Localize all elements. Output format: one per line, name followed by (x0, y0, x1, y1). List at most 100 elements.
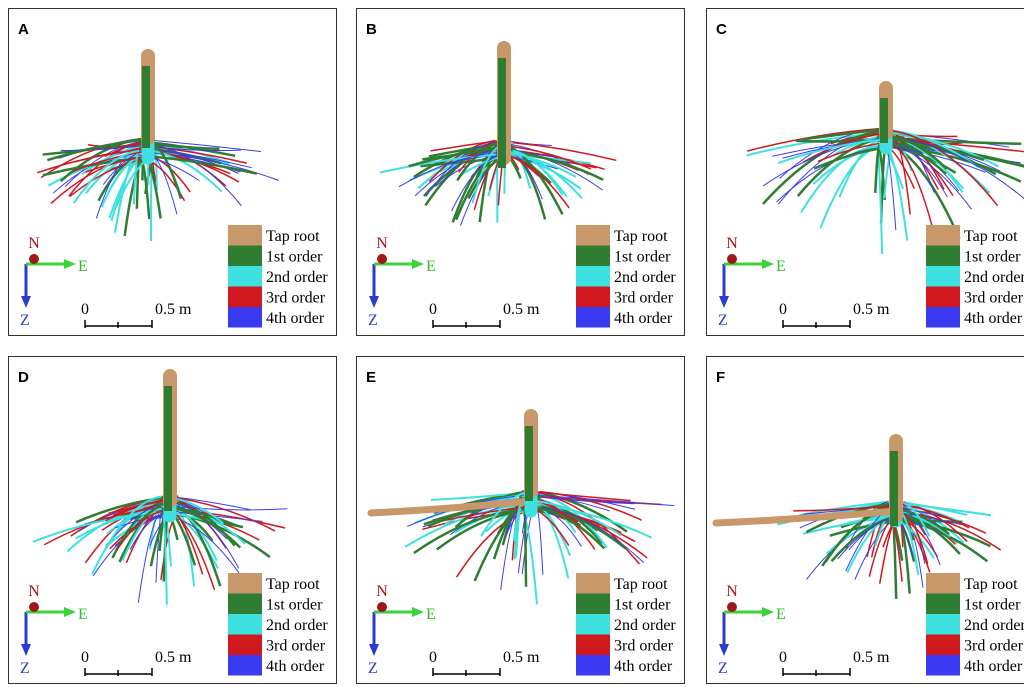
legend-label: Tap root (614, 576, 668, 593)
panel-label: D (18, 369, 29, 386)
scale-end: 0.5 m (155, 301, 192, 318)
legend-label: 2nd order (964, 269, 1024, 286)
legend-swatch (228, 225, 262, 246)
legend-label: 4th order (266, 658, 325, 675)
panel: BNEZ00.5 mTap root1st order2nd order3rd … (357, 9, 685, 336)
legend-swatch (228, 614, 262, 635)
legend-swatch (576, 225, 610, 246)
panel-frame (357, 357, 685, 684)
scale-start: 0 (429, 649, 437, 666)
legend-label: 4th order (964, 310, 1023, 327)
panel-frame (707, 9, 1024, 336)
legend-label: Tap root (266, 576, 320, 593)
compass-east: E (78, 606, 88, 623)
scale-end: 0.5 m (155, 649, 192, 666)
legend-swatch (926, 635, 960, 656)
legend-label: 3rd order (266, 290, 326, 307)
panel-label: A (18, 21, 29, 38)
legend-label: 4th order (964, 658, 1023, 675)
legend-swatch (228, 246, 262, 267)
axis-n (727, 602, 737, 612)
legend-swatch (228, 307, 262, 328)
legend-swatch (576, 287, 610, 308)
compass-down: Z (718, 660, 728, 677)
legend-label: 2nd order (964, 617, 1024, 634)
compass-east: E (776, 606, 786, 623)
legend-label: 2nd order (266, 269, 328, 286)
legend-swatch (926, 655, 960, 676)
axis-n (29, 602, 39, 612)
axis-n (29, 254, 39, 264)
scale-end: 0.5 m (853, 301, 890, 318)
legend-label: 3rd order (964, 638, 1024, 655)
legend-swatch (576, 635, 610, 656)
compass-east: E (776, 258, 786, 275)
scale-end: 0.5 m (503, 301, 540, 318)
page: A N E Z 0 0.5 m Tap root 1st order 2nd order 3rd … (0, 0, 1024, 687)
legend-label: 3rd order (614, 638, 674, 655)
legend-swatch (576, 307, 610, 328)
compass-north: N (28, 235, 40, 252)
legend-label: 1st order (266, 249, 323, 266)
compass-down: Z (368, 312, 378, 329)
legend-label: 4th order (614, 658, 673, 675)
legend-swatch (228, 594, 262, 615)
legend-label: 1st order (964, 597, 1021, 614)
legend-swatch (576, 655, 610, 676)
legend-swatch (926, 225, 960, 246)
panel: E N E Z 0 0.5 m Tap root 1st order 2nd order 3rd … (357, 357, 685, 684)
legend-label: 3rd order (614, 290, 674, 307)
scale-start: 0 (81, 649, 89, 666)
panel-label: C (716, 21, 727, 38)
legend-swatch (228, 655, 262, 676)
legend-label: Tap root (964, 576, 1018, 593)
legend-label: 3rd order (266, 638, 326, 655)
legend-label: 1st order (614, 597, 671, 614)
legend-label: Tap root (266, 228, 320, 245)
legend-label: 4th order (266, 310, 325, 327)
compass-north: N (28, 583, 40, 600)
legend-swatch (576, 614, 610, 635)
legend-label: 2nd order (614, 617, 676, 634)
legend-swatch (228, 266, 262, 287)
legend-swatch (926, 266, 960, 287)
legend-swatch (926, 573, 960, 594)
legend-swatch (228, 573, 262, 594)
compass-north: N (726, 583, 738, 600)
legend-swatch (926, 307, 960, 328)
compass-east: E (426, 606, 436, 623)
legend-label: 3rd order (964, 290, 1024, 307)
legend-label: 2nd order (266, 617, 328, 634)
legend-swatch (926, 246, 960, 267)
compass-north: N (726, 235, 738, 252)
compass-down: Z (368, 660, 378, 677)
legend-label: 1st order (266, 597, 323, 614)
legend-swatch (576, 246, 610, 267)
compass-north: N (376, 235, 388, 252)
legend-swatch (228, 287, 262, 308)
legend-label: 1st order (614, 249, 671, 266)
scale-start: 0 (429, 301, 437, 318)
panel-label: B (366, 21, 377, 38)
panel-label: F (716, 369, 725, 386)
panel: ANEZ00.5 mTap root1st order2nd order3rd … (9, 9, 337, 336)
compass-north: N (376, 583, 388, 600)
axis-n (727, 254, 737, 264)
legend-swatch (576, 573, 610, 594)
compass-east: E (426, 258, 436, 275)
legend-swatch (926, 594, 960, 615)
scale-end: 0.5 m (853, 649, 890, 666)
legend-swatch (228, 635, 262, 656)
scale-end: 0.5 m (503, 649, 540, 666)
figure: A N E Z 0 0.5 m Tap root 1st order 2nd order 3rd … (0, 0, 1024, 687)
legend-swatch (926, 614, 960, 635)
legend-label: 4th order (614, 310, 673, 327)
panel-label: E (366, 369, 376, 386)
panel-frame (357, 9, 685, 336)
legend-label: Tap root (614, 228, 668, 245)
scale-start: 0 (81, 301, 89, 318)
axis-n (377, 602, 387, 612)
compass-east: E (78, 258, 88, 275)
